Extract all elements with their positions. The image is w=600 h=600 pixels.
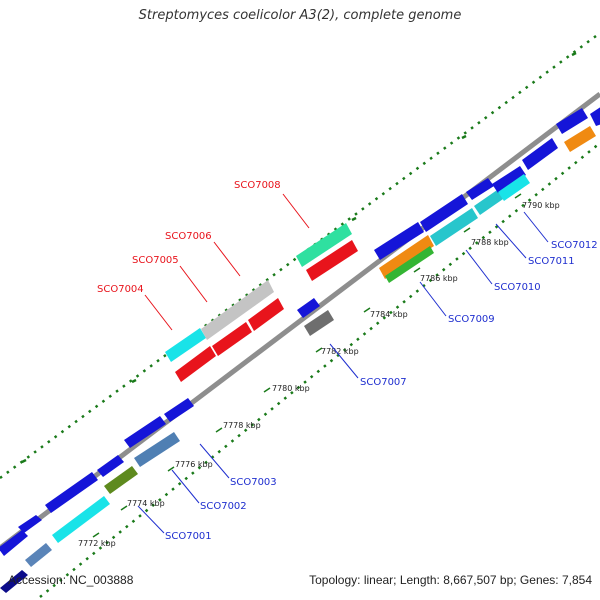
gene-feature[interactable]: [564, 126, 596, 152]
gene-feature[interactable]: [420, 194, 468, 232]
gene-label-sco7004[interactable]: SCO7004: [97, 284, 144, 295]
gene-feature[interactable]: [297, 298, 320, 318]
gene-feature[interactable]: [248, 298, 284, 331]
gene-label-sco7010[interactable]: SCO7010: [494, 282, 541, 293]
gene-label-sco7001[interactable]: SCO7001: [165, 531, 212, 542]
gene-feature[interactable]: [45, 472, 98, 513]
gene-feature[interactable]: [18, 515, 42, 533]
gene-callouts: [137, 211, 549, 534]
gene-feature-sco7011[interactable]: [474, 188, 506, 215]
gene-feature[interactable]: [306, 240, 358, 281]
tick-label-7774: 7774 kbp: [127, 499, 165, 508]
highlight-callouts: [144, 193, 310, 331]
gene-features: [0, 106, 600, 593]
tick-marks: [92, 193, 522, 538]
gene-feature[interactable]: [124, 416, 166, 448]
gene-feature-sco7005[interactable]: [212, 322, 252, 356]
tick-label-7784: 7784 kbp: [370, 310, 408, 319]
gene-label-sco7006[interactable]: SCO7006: [165, 231, 212, 242]
gene-feature[interactable]: [556, 108, 588, 134]
gene-feature[interactable]: [52, 496, 110, 543]
tick-label-7776: 7776 kbp: [175, 460, 213, 469]
gene-feature-sco7008[interactable]: [296, 223, 352, 267]
gene-feature-sco7010[interactable]: [430, 208, 478, 246]
gene-feature[interactable]: [97, 455, 124, 477]
map-title: Streptomyces coelicolor A3(2), complete …: [138, 8, 462, 23]
gene-label-sco7003[interactable]: SCO7003: [230, 477, 277, 488]
gene-feature[interactable]: [590, 106, 600, 126]
gene-feature[interactable]: [522, 138, 558, 170]
gene-feature[interactable]: [385, 246, 434, 283]
gene-feature[interactable]: [134, 432, 180, 467]
tick-label-7780: 7780 kbp: [272, 384, 310, 393]
gene-label-sco7007[interactable]: SCO7007: [360, 377, 407, 388]
gene-feature[interactable]: [466, 178, 494, 200]
tick-label-7772: 7772 kbp: [78, 539, 116, 548]
gene-feature[interactable]: [164, 398, 194, 422]
gene-label-sco7012[interactable]: SCO7012: [551, 240, 598, 251]
gene-label-sco7009[interactable]: SCO7009: [448, 314, 495, 325]
tick-label-7788: 7788 kbp: [471, 238, 509, 247]
gene-label-sco7008[interactable]: SCO7008: [234, 180, 281, 191]
gene-feature[interactable]: [374, 222, 424, 260]
gene-label-sco7005[interactable]: SCO7005: [132, 255, 179, 266]
inner-dotted-track: [39, 142, 600, 598]
gene-feature[interactable]: [104, 466, 138, 494]
gene-label-sco7011[interactable]: SCO7011: [528, 256, 575, 267]
gene-feature[interactable]: [175, 346, 216, 382]
tick-label-7790: 7790 kbp: [522, 201, 560, 210]
gene-label-sco7002[interactable]: SCO7002: [200, 501, 247, 512]
gene-feature-sco7007[interactable]: [304, 310, 334, 336]
tick-label-7782: 7782 kbp: [321, 347, 359, 356]
genome-summary-text: Topology: linear; Length: 8,667,507 bp; …: [309, 573, 592, 587]
gene-feature[interactable]: [25, 543, 52, 567]
gene-feature-sco7004[interactable]: [165, 328, 206, 362]
accession-text: Accession: NC_003888: [8, 573, 134, 587]
gene-feature-sco7009[interactable]: [379, 235, 434, 279]
tick-label-7778: 7778 kbp: [223, 421, 261, 430]
outer-dotted-track: [0, 31, 600, 480]
gene-feature[interactable]: [492, 166, 526, 193]
gene-feature-sco7006[interactable]: [201, 280, 274, 340]
gene-feature[interactable]: [0, 570, 28, 593]
tick-label-7786: 7786 kbp: [420, 274, 458, 283]
gene-feature-sco7012[interactable]: [498, 174, 530, 201]
gene-feature[interactable]: [0, 530, 28, 556]
